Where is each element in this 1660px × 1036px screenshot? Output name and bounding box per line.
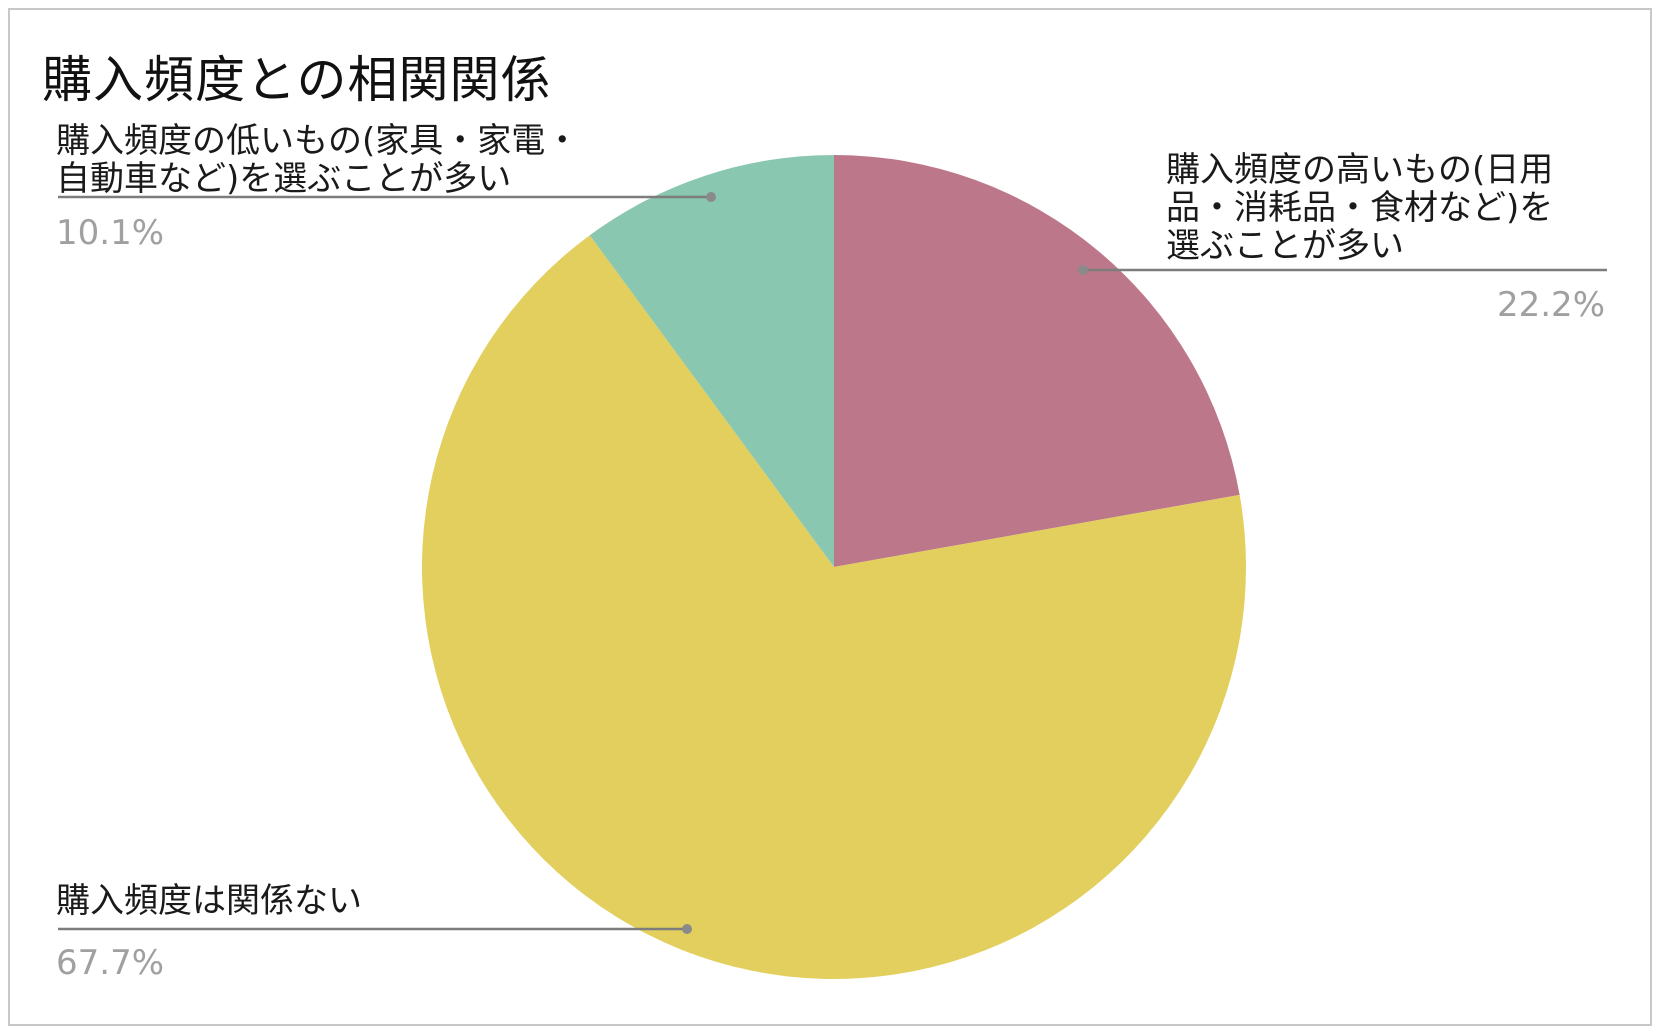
leader-dot-low-frequency [706, 192, 716, 202]
leader-dot-high-frequency [1078, 265, 1088, 275]
chart-title: 購入頻度との相関関係 [42, 51, 552, 109]
slice-label-line: 自動車など)を選ぶことが多い [56, 159, 511, 199]
leader-dot-not-related [682, 924, 692, 934]
slice-value-high-frequency: 22.2% [1497, 285, 1605, 325]
pie-slice-high-frequency[interactable] [834, 155, 1240, 567]
slice-label-line: 品・消耗品・食材など)を [1166, 188, 1553, 228]
slice-label-line: 購入頻度の高いもの(日用 [1166, 150, 1553, 190]
slice-value-not-related: 67.7% [56, 943, 164, 983]
pie-slice-not-related[interactable] [422, 235, 1246, 980]
slice-label-line: 購入頻度の低いもの(家具・家電・ [56, 121, 579, 161]
pie-slices [422, 155, 1246, 980]
slice-label-line: 選ぶことが多い [1166, 226, 1404, 266]
slice-label-low-frequency: 購入頻度の低いもの(家具・家電・自動車など)を選ぶことが多い [56, 121, 579, 199]
slice-labels: 購入頻度の高いもの(日用品・消耗品・食材など)を選ぶことが多い 22.2% 購入頻度… [56, 121, 1605, 983]
slice-label-not-related: 購入頻度は関係ない [56, 881, 362, 921]
leader-lines [58, 192, 1607, 934]
slice-label-line: 購入頻度は関係ない [56, 881, 362, 921]
slice-value-low-frequency: 10.1% [56, 213, 164, 253]
slice-label-high-frequency: 購入頻度の高いもの(日用品・消耗品・食材など)を選ぶことが多い [1166, 150, 1553, 266]
pie-slice-low-frequency[interactable] [589, 155, 834, 567]
